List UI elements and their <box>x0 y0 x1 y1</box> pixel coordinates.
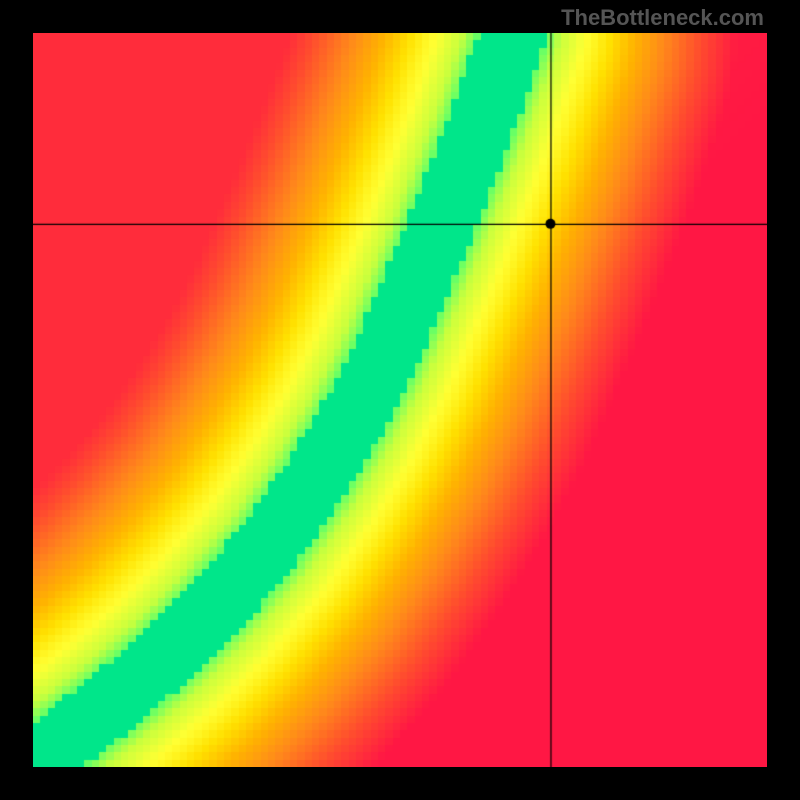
watermark-text: TheBottleneck.com <box>561 5 764 31</box>
bottleneck-heatmap <box>33 33 767 767</box>
